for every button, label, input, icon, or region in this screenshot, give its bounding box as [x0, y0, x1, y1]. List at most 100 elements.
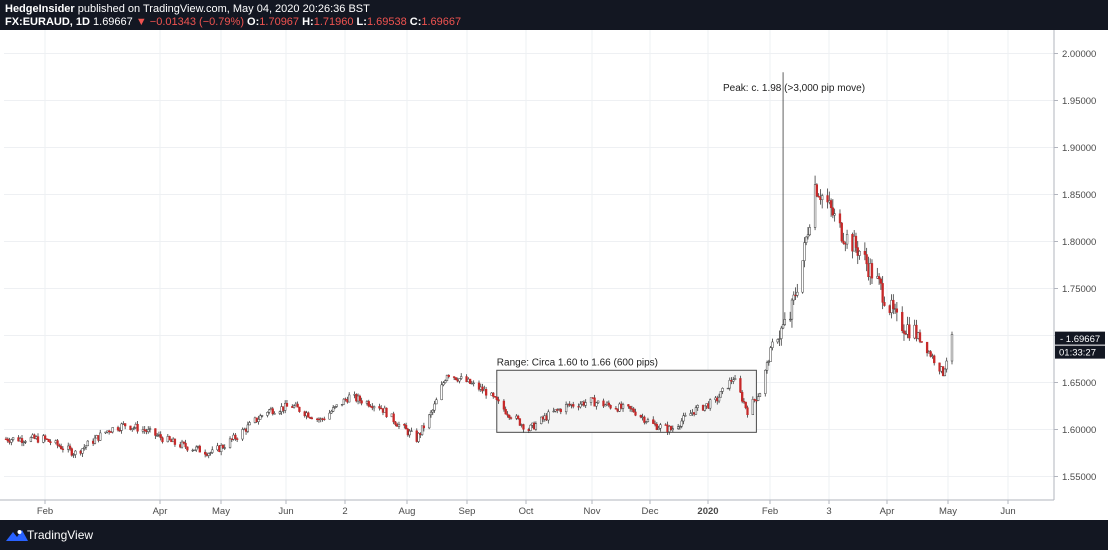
- axes: 2.00000 1.95000 1.90000 1.85000 1.80000 1.750…: [0, 30, 1105, 517]
- candle-body: [136, 424, 139, 432]
- candle-body: [572, 404, 575, 407]
- candle-body: [733, 378, 737, 381]
- candle-body: [694, 407, 698, 415]
- candle-body: [107, 430, 111, 432]
- candle-body: [431, 409, 434, 413]
- candle-body: [593, 397, 596, 407]
- candle-body: [460, 376, 463, 379]
- candle-body: [154, 428, 157, 436]
- candle-body: [268, 409, 271, 413]
- candle-body: [826, 195, 829, 203]
- x-tick-label: Jun: [1000, 506, 1015, 517]
- candle-body: [726, 387, 730, 390]
- x-tick-label: Oct: [519, 506, 534, 517]
- candle-body: [59, 446, 63, 450]
- candle-body: [223, 447, 226, 449]
- y-tick-label: 1.80000: [1062, 237, 1096, 248]
- candle-body: [753, 399, 756, 401]
- candle-body: [643, 416, 646, 423]
- candle-body: [81, 448, 84, 454]
- candle-body: [182, 441, 185, 444]
- candle-body: [646, 419, 650, 422]
- candle-body: [397, 424, 401, 427]
- candle-body: [614, 407, 618, 410]
- candle-body: [444, 380, 447, 384]
- x-tick-label: Apr: [153, 506, 168, 517]
- candle-body: [234, 434, 237, 440]
- candle-body: [728, 380, 731, 389]
- candle-body: [445, 374, 449, 381]
- candle-body: [10, 439, 13, 443]
- candle-body: [278, 411, 281, 414]
- tradingview-logo-icon[interactable]: [6, 528, 28, 542]
- y-tick-label: 2.00000: [1062, 49, 1096, 60]
- candle-body: [950, 334, 954, 362]
- candle-body: [829, 200, 833, 209]
- candle-body: [547, 411, 550, 421]
- peak-annotation-label: Peak: c. 1.98 (>3,000 pip move): [723, 83, 865, 94]
- candle-body: [86, 440, 89, 447]
- candle-body: [435, 399, 438, 405]
- price-change: −0.01343 (−0.79%): [149, 16, 244, 28]
- candle-body: [925, 341, 929, 354]
- candle-body: [241, 429, 244, 440]
- candle-body: [776, 339, 779, 343]
- candle-body: [36, 436, 40, 443]
- candle-body: [74, 450, 77, 455]
- candle-body: [248, 422, 251, 426]
- candle-body: [677, 426, 680, 429]
- candle-body: [209, 452, 212, 454]
- candle-body: [933, 355, 936, 364]
- author-name[interactable]: HedgeInsider: [5, 3, 75, 15]
- candle-body: [863, 250, 867, 255]
- candle-body: [678, 426, 682, 428]
- candle-body: [703, 405, 706, 411]
- x-tick-label: Feb: [37, 506, 53, 517]
- candle-body: [260, 415, 264, 417]
- candle-body: [840, 222, 843, 242]
- candle-body: [273, 413, 276, 415]
- candle-body: [168, 436, 171, 441]
- candle-body: [742, 401, 746, 403]
- candle-body: [186, 446, 189, 451]
- candle-body: [266, 412, 269, 416]
- candle-body: [767, 361, 770, 363]
- tradingview-brand[interactable]: TradingView: [27, 528, 94, 542]
- candle-body: [367, 401, 370, 407]
- price-chart[interactable]: Range: Circa 1.60 to 1.66 (600 pips) Peak…: [0, 30, 1108, 520]
- x-tick-label: Aug: [399, 506, 416, 517]
- low-value: 1.69538: [366, 16, 407, 28]
- candle-body: [204, 451, 207, 455]
- candle-body: [111, 427, 114, 433]
- candle-body: [805, 236, 808, 243]
- candle-body: [155, 435, 159, 437]
- candle-body: [813, 184, 817, 228]
- candle-body: [116, 427, 120, 431]
- candle-body: [671, 428, 674, 431]
- candle-body: [719, 391, 722, 398]
- candle-body: [803, 242, 806, 261]
- candle-body: [447, 374, 450, 377]
- candle-body: [789, 318, 792, 321]
- candle-body: [645, 421, 648, 423]
- candle-body: [929, 351, 932, 357]
- candle-body: [865, 254, 868, 265]
- candle-body: [104, 431, 107, 434]
- x-tick-label: Feb: [762, 506, 778, 517]
- candle-body: [385, 407, 388, 418]
- candle-body: [669, 426, 673, 431]
- candle-body: [602, 400, 605, 407]
- candle-body: [892, 299, 895, 310]
- candle-body: [902, 330, 906, 334]
- x-tick-label: 2: [342, 506, 347, 517]
- candle-body: [328, 412, 331, 420]
- candle-body: [147, 429, 150, 433]
- symbol-name[interactable]: FX:EURAUD, 1D: [5, 16, 90, 28]
- x-tick-label: Apr: [880, 506, 895, 517]
- range-annotation-label: Range: Circa 1.60 to 1.66 (600 pips): [497, 357, 658, 368]
- candle-body: [854, 235, 858, 248]
- candle-body: [621, 404, 625, 409]
- candle-body: [780, 327, 783, 339]
- candle-body: [360, 400, 363, 404]
- x-tick-label: Dec: [642, 506, 659, 517]
